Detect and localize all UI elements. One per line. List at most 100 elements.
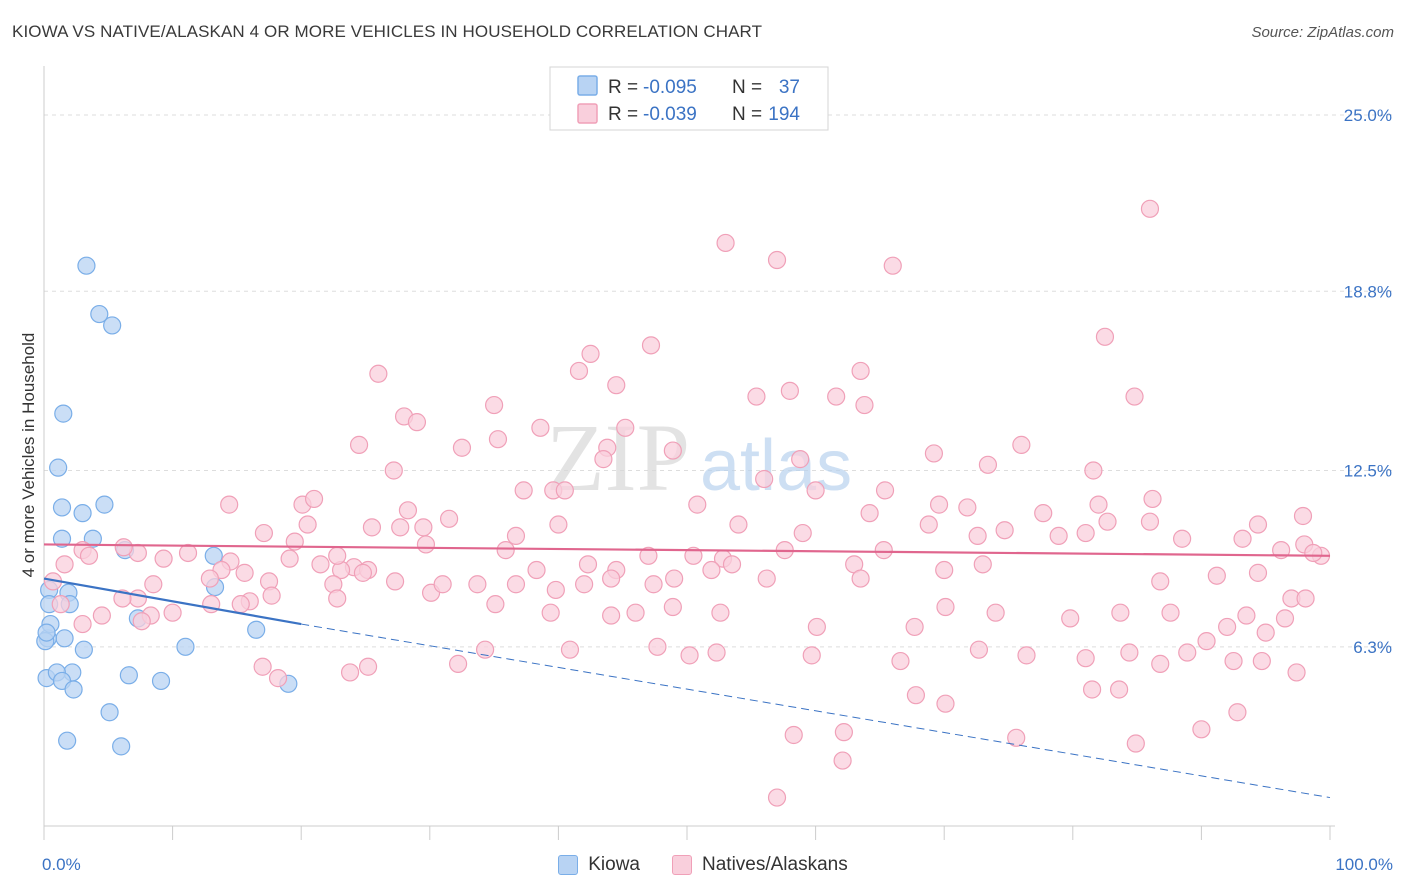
kiowa-point-4 xyxy=(49,458,68,477)
kiowa-point-22 xyxy=(74,640,93,659)
native-point-162 xyxy=(1120,643,1139,662)
native-point-50 xyxy=(549,515,568,534)
native-point-128 xyxy=(546,580,565,600)
kiowa-point-33 xyxy=(58,731,77,750)
native-trend-line xyxy=(43,543,1331,557)
kiowa-points xyxy=(36,256,298,756)
x-tick-label-0: 0.0% xyxy=(42,855,81,874)
native-point-91 xyxy=(154,549,173,568)
legend-item-kiowa[interactable]: Kiowa xyxy=(558,854,640,876)
native-point-39 xyxy=(220,495,239,514)
kiowa-point-31 xyxy=(64,680,83,699)
native-point-90 xyxy=(178,543,198,563)
native-point-126 xyxy=(665,569,684,588)
native-point-30 xyxy=(384,461,403,480)
native-point-65 xyxy=(793,523,812,543)
legend-n-value-kiowa: 37 xyxy=(779,77,800,98)
native-point-118 xyxy=(51,595,70,614)
kiowa-trend-extension xyxy=(301,623,1331,799)
native-point-183 xyxy=(936,694,955,713)
native-point-115 xyxy=(128,589,147,608)
native-point-161 xyxy=(1151,654,1170,673)
native-point-170 xyxy=(648,637,667,656)
native-point-113 xyxy=(200,569,219,588)
kiowa-point-2 xyxy=(90,304,109,324)
native-point-186 xyxy=(1192,720,1211,739)
native-point-56 xyxy=(1248,515,1268,534)
native-point-53 xyxy=(919,515,938,534)
native-point-2 xyxy=(767,250,787,270)
native-point-137 xyxy=(92,606,111,625)
watermark-atlas: atlas xyxy=(700,426,852,506)
native-point-44 xyxy=(929,495,949,514)
native-point-148 xyxy=(807,617,826,637)
legend-item-native[interactable]: Natives/Alaskans xyxy=(672,854,848,876)
native-point-179 xyxy=(1109,680,1129,699)
native-point-101 xyxy=(702,560,721,580)
native-point-76 xyxy=(496,541,515,560)
native-point-182 xyxy=(1287,663,1306,682)
kiowa-point-18 xyxy=(55,629,74,648)
native-point-88 xyxy=(280,549,299,568)
chart-title: KIOWA VS NATIVE/ALASKAN 4 OR MORE VEHICL… xyxy=(12,22,763,41)
legend-r-label-native: R = xyxy=(608,104,638,125)
native-point-150 xyxy=(936,597,955,617)
native-point-125 xyxy=(757,569,776,588)
legend-n-value-native: 194 xyxy=(768,104,800,125)
native-point-80 xyxy=(684,546,703,565)
native-point-16 xyxy=(855,395,874,415)
native-point-67 xyxy=(995,521,1014,540)
native-point-155 xyxy=(1218,617,1237,637)
native-point-177 xyxy=(268,669,288,688)
native-point-64 xyxy=(254,523,274,543)
native-point-123 xyxy=(1296,589,1315,608)
native-point-119 xyxy=(1151,572,1170,591)
native-point-1 xyxy=(716,233,735,253)
native-point-157 xyxy=(1256,623,1275,642)
native-point-156 xyxy=(1237,606,1256,625)
kiowa-point-11 xyxy=(204,546,223,565)
native-point-82 xyxy=(578,555,598,574)
native-point-14 xyxy=(1125,387,1144,406)
native-point-190 xyxy=(784,725,803,745)
legend-swatch-kiowa xyxy=(577,75,598,96)
native-point-160 xyxy=(1178,643,1197,662)
kiowa-point-32 xyxy=(100,703,119,722)
native-point-42 xyxy=(398,501,418,520)
native-point-149 xyxy=(905,617,924,637)
native-point-55 xyxy=(1140,512,1160,531)
trend-lines xyxy=(43,543,1331,799)
native-point-10 xyxy=(607,376,626,395)
native-point-51 xyxy=(729,515,748,534)
native-point-117 xyxy=(79,546,99,565)
native-point-108 xyxy=(353,563,373,582)
legend-r-label-kiowa: R = xyxy=(608,77,638,98)
native-point-168 xyxy=(707,643,726,662)
native-point-147 xyxy=(711,603,730,622)
native-point-135 xyxy=(163,603,182,622)
native-point-19 xyxy=(531,418,550,437)
kiowa-point-7 xyxy=(73,504,92,523)
native-point-100 xyxy=(722,555,742,574)
native-point-103 xyxy=(602,569,621,588)
native-point-22 xyxy=(349,435,369,454)
native-point-145 xyxy=(626,603,645,622)
native-point-146 xyxy=(663,597,682,617)
native-point-188 xyxy=(1007,728,1026,747)
native-point-13 xyxy=(827,387,846,406)
legend-label-kiowa: Kiowa xyxy=(588,854,640,875)
native-point-165 xyxy=(969,640,989,659)
y-tick-label-2: 18.8% xyxy=(1344,282,1392,301)
x-tick-label-1: 100.0% xyxy=(1335,855,1393,874)
y-tick-label-0: 6.3% xyxy=(1353,638,1392,657)
native-point-121 xyxy=(1248,563,1268,582)
kiowa-point-0 xyxy=(77,256,96,275)
native-point-143 xyxy=(541,603,560,622)
native-point-52 xyxy=(860,504,879,523)
y-tick-label-1: 12.5% xyxy=(1344,461,1392,480)
native-point-97 xyxy=(973,555,992,574)
native-point-158 xyxy=(1275,609,1295,628)
native-point-193 xyxy=(1304,543,1323,563)
kiowa-point-36 xyxy=(37,623,56,642)
native-point-176 xyxy=(253,657,272,676)
